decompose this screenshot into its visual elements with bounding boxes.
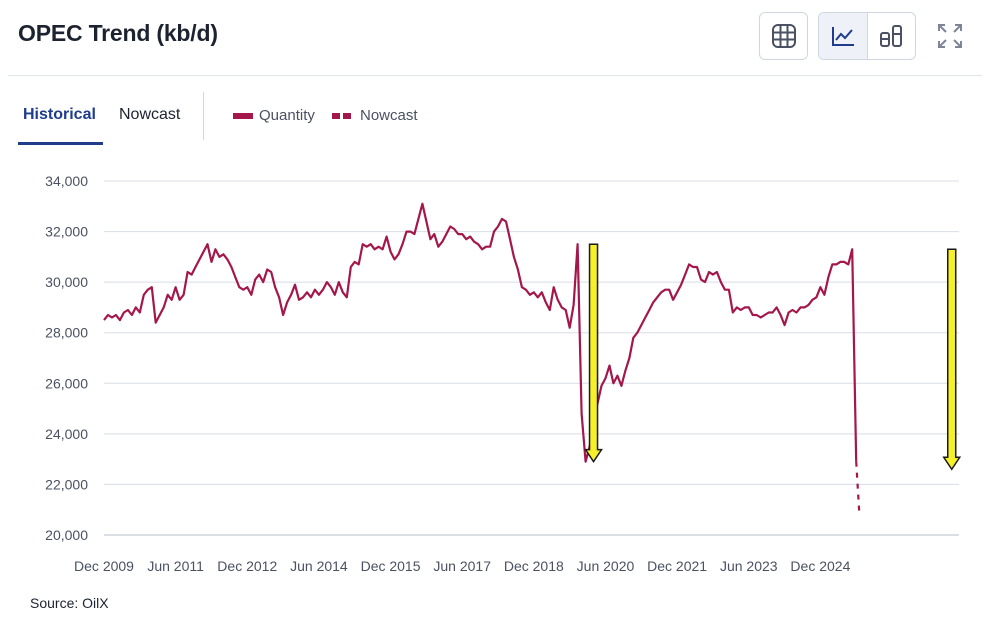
y-tick-label: 24,000 [45, 426, 88, 442]
bar-chart-button[interactable] [868, 13, 916, 59]
series-line-quantity [103, 202, 858, 463]
annotation-arrow [942, 248, 962, 471]
y-tick-label: 32,000 [45, 224, 88, 240]
x-tick-label: Jun 2020 [577, 558, 635, 574]
series-line-nowcast [855, 461, 861, 513]
chart-title: OPEC Trend (kb/d) [18, 20, 218, 46]
x-tick-label: Dec 2015 [361, 558, 421, 574]
x-tick-label: Dec 2009 [74, 558, 134, 574]
tab-nowcast[interactable]: Nowcast [119, 106, 181, 123]
header-divider [8, 75, 982, 76]
tab-historical[interactable]: Historical [23, 106, 96, 123]
tab-divider [203, 92, 204, 140]
table-icon [771, 24, 796, 48]
x-tick-label: Dec 2024 [790, 558, 850, 574]
line-chart-button[interactable] [819, 13, 868, 59]
y-tick-label: 30,000 [45, 274, 88, 290]
legend-label: Nowcast [360, 107, 418, 124]
line-chart-icon [831, 27, 854, 46]
chart-type-toggle [818, 12, 916, 60]
expand-icon[interactable] [937, 23, 963, 49]
annotation-arrow [584, 243, 603, 464]
active-tab-indicator [18, 142, 103, 145]
x-tick-label: Dec 2021 [647, 558, 707, 574]
legend-swatch-solid [233, 112, 253, 119]
source-note: Source: OilX [30, 595, 109, 611]
table-view-button[interactable] [759, 12, 808, 60]
y-tick-label: 22,000 [45, 476, 88, 492]
y-tick-label: 34,000 [45, 173, 88, 189]
x-tick-label: Jun 2011 [147, 558, 204, 574]
legend-label: Quantity [259, 107, 315, 124]
x-tick-label: Dec 2012 [217, 558, 277, 574]
x-tick-label: Dec 2018 [504, 558, 564, 574]
legend-item-nowcast[interactable]: Nowcast [332, 107, 418, 124]
y-tick-label: 28,000 [45, 325, 88, 341]
x-tick-label: Jun 2017 [433, 558, 491, 574]
x-tick-label: Jun 2014 [290, 558, 348, 574]
legend-swatch-dashed [332, 112, 354, 119]
x-tick-label: Jun 2023 [720, 558, 778, 574]
bar-chart-icon [880, 25, 903, 47]
legend-item-quantity[interactable]: Quantity [233, 107, 315, 124]
y-tick-label: 20,000 [45, 527, 88, 543]
y-tick-label: 26,000 [45, 375, 88, 391]
